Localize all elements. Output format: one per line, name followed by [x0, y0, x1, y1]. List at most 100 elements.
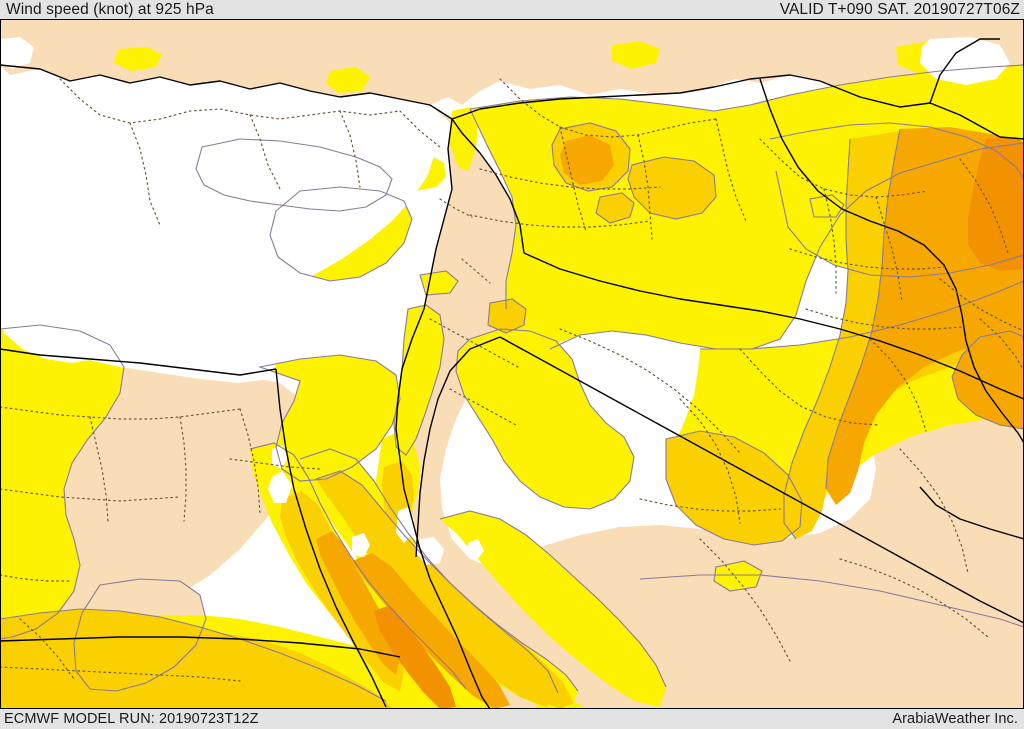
border-egypt-south [0, 636, 401, 658]
wind-speed-contour-map [0, 19, 1024, 709]
admin-iraq-5 [805, 308, 963, 330]
admin-saudi-1 [559, 328, 741, 454]
admin-saudi-4 [699, 538, 791, 662]
contour-lines-group [0, 64, 1024, 702]
border-egypt-north [0, 348, 277, 376]
admin-iran-2 [939, 278, 1024, 332]
border-turkey-syria [451, 118, 525, 254]
mask-nile-sm2 [268, 471, 292, 503]
fill-yellow-islet-7 [810, 195, 844, 217]
border-jordan-saudi [499, 336, 1024, 624]
admin-iraq-6 [739, 348, 879, 426]
mask-nile-sm [272, 445, 288, 469]
fill-yellow-lebanon [450, 107, 478, 171]
admin-syria-4 [715, 118, 747, 222]
border-turkey-coast [0, 64, 453, 120]
mask-left-edge [0, 37, 34, 69]
fill-deep-orange-redsea [374, 605, 456, 709]
fill-yellow-islet-8 [420, 271, 458, 295]
admin-syria-6 [469, 214, 651, 228]
contour-29 [419, 270, 459, 296]
contour-12 [257, 354, 401, 482]
border-turkey-south [451, 74, 1024, 140]
border-jordan-w [415, 336, 501, 558]
contour-25 [551, 122, 631, 192]
contour-28 [595, 192, 635, 224]
contour-31 [809, 194, 845, 218]
border-egypt-sinai [429, 578, 491, 709]
admin-egypt-1 [0, 406, 241, 420]
map-canvas[interactable] [0, 19, 1024, 709]
provider-credit: ArabiaWeather Inc. [892, 711, 1018, 727]
mask-tiny-1 [466, 539, 484, 561]
contour-21 [639, 574, 1024, 628]
contour-14 [73, 578, 207, 692]
contour-8 [665, 430, 803, 546]
admin-jordan-2 [449, 388, 517, 426]
admin-levant-1 [461, 258, 491, 284]
contour-7 [700, 280, 1024, 350]
fill-gold-arabia-w2 [180, 633, 392, 709]
header-bar: Wind speed (knot) at 925 hPa VALID T+090… [0, 0, 1024, 19]
fill-yellow-arabia-w [440, 511, 666, 707]
model-run-label: ECMWF MODEL RUN: 20190723T12Z [4, 711, 259, 727]
masked-sea-group [0, 37, 1010, 565]
contour-26 [627, 156, 717, 220]
fill-gold-blob-1 [488, 299, 526, 333]
admin-syria-1 [499, 78, 717, 138]
admin-saudi-6 [899, 448, 969, 574]
border-israel-coast [395, 118, 453, 580]
fill-deep-orange-east [968, 137, 1024, 271]
fill-yellow-coast [394, 305, 444, 455]
admin-egypt-7 [229, 458, 321, 470]
admin-jordan-1 [429, 318, 519, 368]
band-deep-orange-group [374, 137, 1024, 709]
admin-syria-3 [637, 134, 653, 240]
contour-13 [0, 608, 387, 702]
admin-iraq-2 [823, 188, 837, 294]
admin-borders-group [0, 78, 1024, 682]
fill-yellow-delta [260, 355, 400, 481]
contour-6 [0, 324, 125, 640]
contour-19 [769, 122, 1024, 180]
contour-9 [783, 138, 851, 540]
contour-5 [249, 442, 467, 690]
admin-iraq-1 [759, 138, 929, 198]
contour-23 [195, 138, 393, 212]
fill-yellow-small-1 [114, 47, 162, 71]
contour-15 [439, 510, 667, 688]
admin-saudi-2 [679, 398, 741, 524]
valid-time-label: VALID T+090 SAT. 20190727T06Z [779, 1, 1020, 18]
admin-iran-1 [959, 158, 1009, 254]
mask-mediterranean [98, 111, 436, 299]
contour-10 [825, 128, 901, 490]
contour-24 [269, 186, 413, 282]
fill-gold-blob-2 [596, 193, 634, 223]
contour-3 [549, 142, 1024, 350]
footer-bar: ECMWF MODEL RUN: 20190723T12Z ArabiaWeat… [0, 709, 1024, 729]
border-iran-caspian [929, 38, 1000, 104]
mask-med-coast [60, 331, 276, 383]
fill-yellow-islet-5 [714, 561, 762, 591]
country-borders-group [0, 38, 1024, 709]
border-iraq-iran [759, 78, 1024, 444]
admin-syria-5 [479, 168, 661, 190]
admin-iraq-3 [875, 196, 903, 302]
fill-base-se [640, 575, 1024, 709]
contour-4 [299, 448, 579, 692]
admin-egypt-3 [179, 416, 187, 522]
border-syria-iraq [523, 252, 1024, 400]
admin-sw-2 [19, 618, 75, 680]
contour-11 [455, 328, 635, 510]
fill-orange-blob-syria [560, 135, 614, 185]
contour-30 [713, 560, 763, 592]
admin-sw-1 [0, 574, 73, 582]
fill-gold-syria-e2 [628, 157, 716, 219]
mask-suez2 [352, 533, 370, 557]
admin-syria-2 [559, 126, 587, 232]
fill-yellow-jordan [456, 329, 634, 509]
contour-27 [487, 298, 527, 334]
fill-yellow-islet-1 [612, 41, 660, 69]
admin-egypt-2 [89, 416, 109, 522]
